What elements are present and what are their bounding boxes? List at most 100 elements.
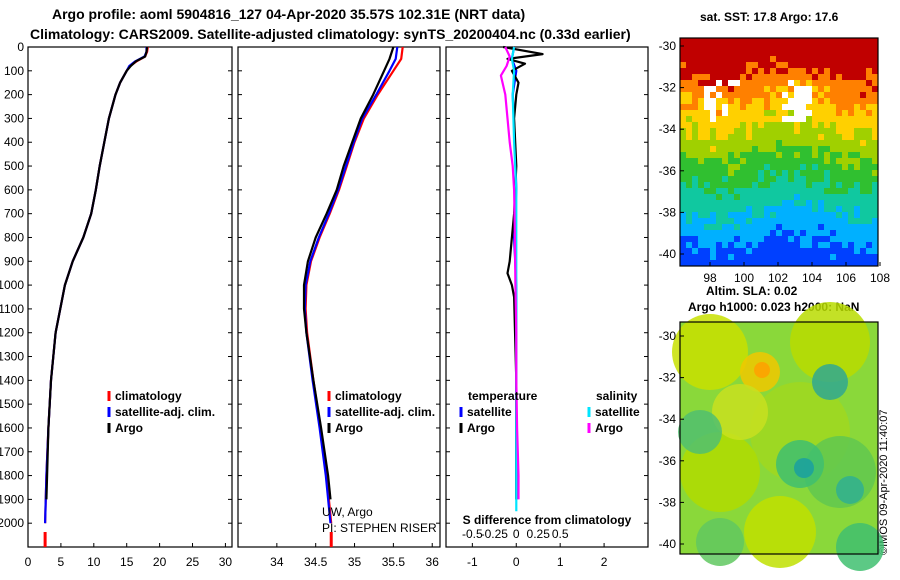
legend-label-sal_satellite: satellite xyxy=(595,405,640,419)
sst-map-cell xyxy=(866,236,872,242)
sst-map-cell xyxy=(734,224,740,230)
sst-map-cell xyxy=(758,134,764,140)
sst-map-cell xyxy=(740,110,746,116)
sst-map-cell xyxy=(800,206,806,212)
sst-map-cell xyxy=(854,260,860,266)
sst-map-cell xyxy=(824,134,830,140)
sst-map-cell xyxy=(860,110,866,116)
sst-map-cell xyxy=(830,74,836,80)
sst-map-cell xyxy=(776,68,782,74)
sst-map-cell xyxy=(680,80,686,86)
sst-map-cell xyxy=(800,176,806,182)
sst-map-cell xyxy=(776,146,782,152)
sst-map-cell xyxy=(686,218,692,224)
sst-map-cell xyxy=(722,68,728,74)
sst-map-cell xyxy=(680,110,686,116)
sst-map-cell xyxy=(692,242,698,248)
sst-map-cell xyxy=(746,128,752,134)
sst-map-cell xyxy=(842,164,848,170)
sst-map-cell xyxy=(872,110,878,116)
sst-map-cell xyxy=(746,164,752,170)
sst-map-cell xyxy=(734,86,740,92)
sst-map-cell xyxy=(782,146,788,152)
sst-map-cell xyxy=(770,146,776,152)
sst-map-cell xyxy=(710,146,716,152)
sst-map-cell xyxy=(830,242,836,248)
sst-map-cell xyxy=(842,218,848,224)
series-line-argo xyxy=(45,46,149,500)
sst-map-cell xyxy=(866,158,872,164)
sst-map-cell xyxy=(830,260,836,266)
sst-map-cell xyxy=(704,86,710,92)
sst-map-cell xyxy=(716,230,722,236)
sst-map-cell xyxy=(770,158,776,164)
sst-map-cell xyxy=(788,218,794,224)
sst-map-cell xyxy=(800,134,806,140)
sst-map-cell xyxy=(818,92,824,98)
sst-map-cell xyxy=(872,182,878,188)
sst-map-cell xyxy=(782,86,788,92)
sst-map-cell xyxy=(686,242,692,248)
legend-label-argo: Argo xyxy=(335,421,363,435)
sst-map-cell xyxy=(800,56,806,62)
sst-map-cell xyxy=(812,200,818,206)
sst-map-cell xyxy=(872,56,878,62)
sst-map-cell xyxy=(812,194,818,200)
sst-map-cell xyxy=(764,56,770,62)
sst-map-cell xyxy=(842,254,848,260)
sst-map-cell xyxy=(854,44,860,50)
sst-map-cell xyxy=(758,200,764,206)
sst-map-cell xyxy=(752,200,758,206)
sst-map-cell xyxy=(860,182,866,188)
sst-map-cell xyxy=(794,128,800,134)
sst-map-cell xyxy=(692,98,698,104)
sst-map-cell xyxy=(836,170,842,176)
sst-map-cell xyxy=(746,152,752,158)
sst-map-cell xyxy=(830,152,836,158)
sst-map-cell xyxy=(800,248,806,254)
sst-map-cell xyxy=(812,260,818,266)
sst-map-cell xyxy=(716,68,722,74)
sst-map-cell xyxy=(680,182,686,188)
sst-map-cell xyxy=(692,92,698,98)
sst-map-cell xyxy=(872,254,878,260)
sst-map-cell xyxy=(710,158,716,164)
sst-map-cell xyxy=(704,50,710,56)
sst-map-cell xyxy=(794,140,800,146)
sst-map-cell xyxy=(866,134,872,140)
sst-map-cell xyxy=(776,104,782,110)
sst-map-cell xyxy=(698,188,704,194)
depth-tick-label: 0 xyxy=(17,40,24,54)
sst-map-cell xyxy=(782,80,788,86)
sst-map-cell xyxy=(770,194,776,200)
sst-map-cell xyxy=(872,224,878,230)
sst-map-cell xyxy=(854,68,860,74)
sst-map-cell xyxy=(746,68,752,74)
sst-map-cell xyxy=(824,206,830,212)
sst-map-cell xyxy=(854,50,860,56)
sst-map-cell xyxy=(764,140,770,146)
sst-map-cell xyxy=(788,80,794,86)
series-line-climatology xyxy=(304,46,404,524)
sst-map-cell xyxy=(866,68,872,74)
sst-map-cell xyxy=(764,104,770,110)
sst-map-cell xyxy=(770,218,776,224)
sst-map-cell xyxy=(746,98,752,104)
sst-map-cell xyxy=(824,122,830,128)
sst-map-cell xyxy=(710,236,716,242)
sst-map-cell xyxy=(776,62,782,68)
sst-map-cell xyxy=(698,140,704,146)
sst-map-cell xyxy=(782,116,788,122)
sst-map-cell xyxy=(698,200,704,206)
sst-map-cell xyxy=(686,74,692,80)
sst-map-cell xyxy=(728,242,734,248)
sst-map-cell xyxy=(872,260,878,266)
sst-map-cell xyxy=(776,200,782,206)
sst-map-cell xyxy=(800,68,806,74)
sst-map-cell xyxy=(860,230,866,236)
sst-map-cell xyxy=(680,116,686,122)
sst-map-cell xyxy=(698,218,704,224)
sst-map-cell xyxy=(842,200,848,206)
sst-map-cell xyxy=(764,182,770,188)
sst-map-cell xyxy=(836,260,842,266)
